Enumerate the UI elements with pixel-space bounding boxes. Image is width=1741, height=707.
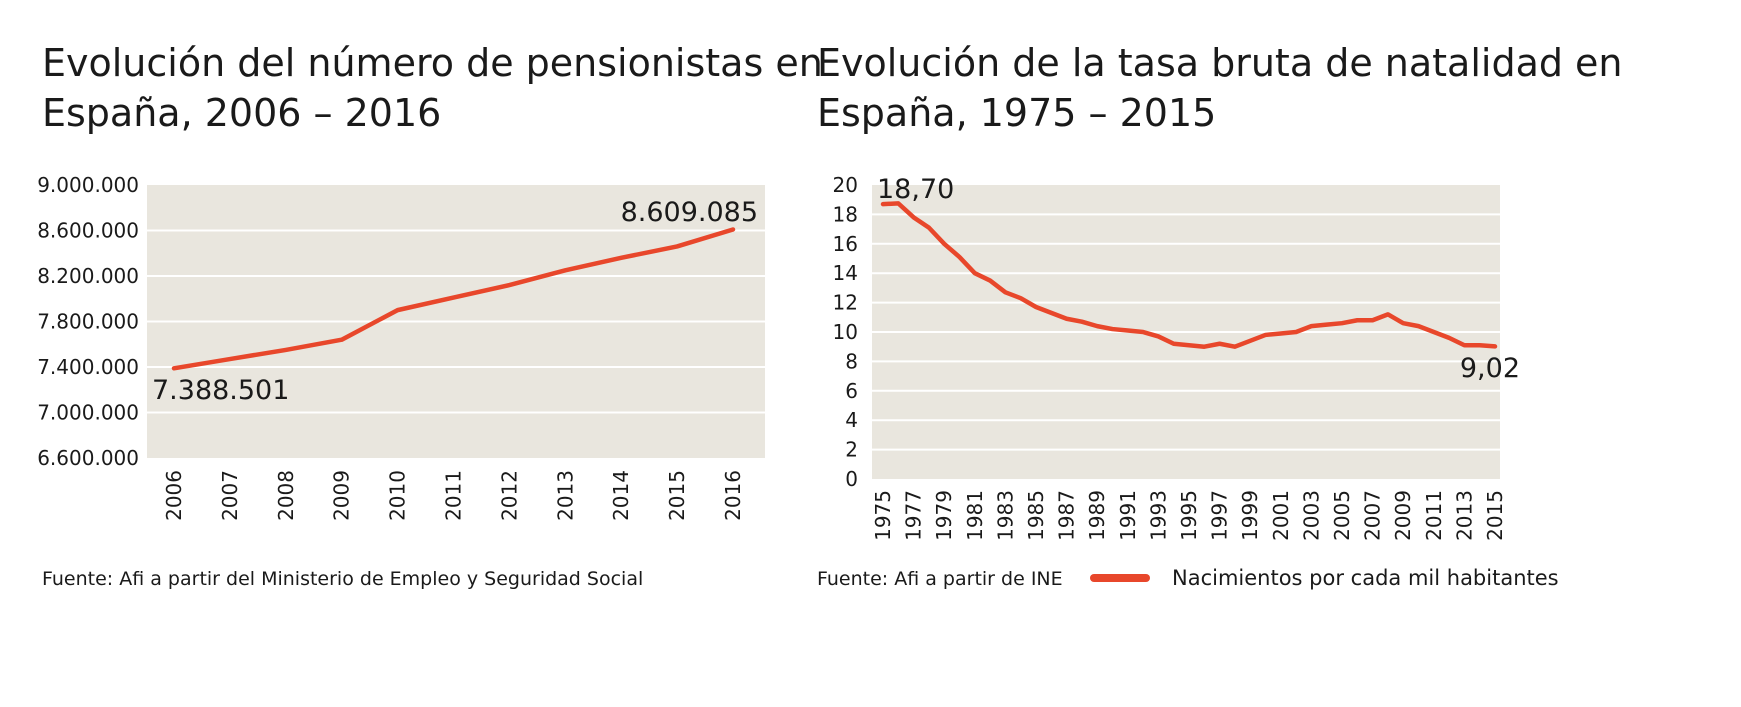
right-y-tick-label: 6 xyxy=(845,379,858,403)
right-x-tick-label: 1985 xyxy=(1024,490,1048,541)
right-annotation-start: 18,70 xyxy=(877,174,954,205)
right-source-note: Fuente: Afi a partir de INE xyxy=(817,568,1063,590)
right-x-tick-label: 2005 xyxy=(1330,490,1354,541)
right-x-tick-label: 1977 xyxy=(902,490,926,541)
right-x-tick-label: 1997 xyxy=(1208,490,1232,541)
left-y-tick-label: 7.400.000 xyxy=(37,355,139,379)
right-y-tick-label: 4 xyxy=(845,408,858,432)
right-x-tick-label: 2007 xyxy=(1361,490,1385,541)
right-x-tick-label: 2015 xyxy=(1483,490,1507,541)
right-x-tick-label: 1999 xyxy=(1238,490,1262,541)
right-x-tick-label: 1979 xyxy=(932,490,956,541)
left-title-line2: España, 2006 – 2016 xyxy=(42,91,442,135)
left-y-tick-label: 7.000.000 xyxy=(37,401,139,425)
right-y-tick-label: 8 xyxy=(845,349,858,373)
left-x-tick-label: 2006 xyxy=(162,470,186,521)
right-x-tick-label: 2001 xyxy=(1269,490,1293,541)
right-chart-title: Evolución de la tasa bruta de natalidad … xyxy=(817,38,1623,138)
right-x-tick-label: 1995 xyxy=(1177,490,1201,541)
right-y-tick-label: 16 xyxy=(833,232,858,256)
right-x-tick-label: 2011 xyxy=(1422,490,1446,541)
right-x-tick-label: 2009 xyxy=(1391,490,1415,541)
right-y-tick-label: 14 xyxy=(833,261,858,285)
right-annotation-end: 9,02 xyxy=(1460,353,1520,384)
left-title-line1: Evolución del número de pensionistas en xyxy=(42,41,823,85)
right-title-line2: España, 1975 – 2015 xyxy=(817,91,1217,135)
left-y-tick-label: 8.200.000 xyxy=(37,264,139,288)
right-title-line1: Evolución de la tasa bruta de natalidad … xyxy=(817,41,1623,85)
right-x-tick-label: 1983 xyxy=(993,490,1017,541)
right-y-tick-label: 20 xyxy=(833,173,858,197)
left-source-note: Fuente: Afi a partir del Ministerio de E… xyxy=(42,568,644,590)
left-x-tick-label: 2015 xyxy=(665,470,689,521)
left-y-tick-label: 6.600.000 xyxy=(37,446,139,470)
left-annotation-start: 7.388.501 xyxy=(152,375,289,406)
right-y-tick-label: 18 xyxy=(833,202,858,226)
right-y-tick-label: 2 xyxy=(845,438,858,462)
left-x-tick-label: 2012 xyxy=(497,470,521,521)
right-x-tick-label: 2003 xyxy=(1299,490,1323,541)
left-x-tick-label: 2008 xyxy=(274,470,298,521)
right-x-tick-label: 1981 xyxy=(963,490,987,541)
left-x-tick-label: 2014 xyxy=(609,470,633,521)
right-y-tick-label: 0 xyxy=(845,467,858,491)
right-series-line xyxy=(880,201,1498,349)
left-x-tick-label: 2009 xyxy=(330,470,354,521)
left-y-tick-label: 9.000.000 xyxy=(37,173,139,197)
left-x-tick-label: 2016 xyxy=(721,470,745,521)
left-annotation-end: 8.609.085 xyxy=(621,197,758,228)
right-y-tick-label: 12 xyxy=(833,291,858,315)
right-x-tick-label: 1975 xyxy=(871,490,895,541)
left-chart-title: Evolución del número de pensionistas en … xyxy=(42,38,823,138)
left-y-tick-label: 7.800.000 xyxy=(37,310,139,334)
right-x-tick-label: 2013 xyxy=(1452,490,1476,541)
right-legend: Nacimientos por cada mil habitantes xyxy=(1090,566,1559,590)
right-x-tick-label: 1989 xyxy=(1085,490,1109,541)
right-x-tick-label: 1993 xyxy=(1146,490,1170,541)
left-series-line xyxy=(171,227,736,371)
legend-line-swatch xyxy=(1090,574,1150,582)
left-x-tick-label: 2010 xyxy=(386,470,410,521)
legend-label: Nacimientos por cada mil habitantes xyxy=(1172,566,1559,590)
left-y-tick-label: 8.600.000 xyxy=(37,219,139,243)
left-x-tick-label: 2011 xyxy=(442,470,466,521)
right-x-tick-label: 1991 xyxy=(1116,490,1140,541)
right-y-tick-label: 10 xyxy=(833,320,858,344)
right-x-tick-label: 1987 xyxy=(1055,490,1079,541)
left-x-tick-label: 2007 xyxy=(218,470,242,521)
left-x-tick-label: 2013 xyxy=(553,470,577,521)
